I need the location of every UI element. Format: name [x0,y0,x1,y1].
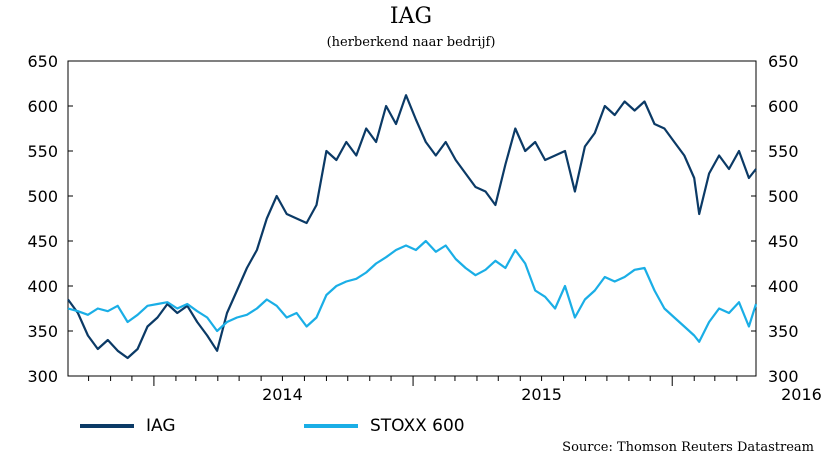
source-note: Source: Thomson Reuters Datastream [562,440,814,455]
series-line-iag [67,94,757,360]
x-tick-label: 2016 [781,385,822,404]
y-tick-label-left: 500 [27,187,58,206]
y-tick-label-left: 300 [27,367,58,386]
legend-swatch-iag [80,424,134,428]
y-tick-label-left: 650 [27,52,58,71]
legend-item-stoxx600: STOXX 600 [304,416,465,436]
legend-swatch-stoxx600 [304,424,358,428]
y-tick-label-right: 500 [768,187,799,206]
y-tick-label-right: 450 [768,232,799,251]
legend-label-iag: IAG [146,416,176,436]
y-tick-label-right: 400 [768,277,799,296]
legend-label-stoxx600: STOXX 600 [370,416,465,436]
x-tick-label: 2014 [262,385,303,404]
chart-title: IAG [389,4,433,29]
y-tick-label-right: 650 [768,52,799,71]
y-tick-label-left: 350 [27,322,58,341]
x-tick-label: 2015 [521,385,562,404]
y-tick-label-right: 550 [768,142,799,161]
y-tick-label-left: 600 [27,97,58,116]
chart-subtitle: (herberkend naar bedrijf) [326,35,496,50]
legend-item-iag: IAG [80,416,176,436]
y-tick-label-right: 300 [768,367,799,386]
y-tick-label-right: 600 [768,97,799,116]
plot-frame [67,60,757,377]
y-tick-label-left: 400 [27,277,58,296]
series-line-stoxx600 [67,239,758,343]
y-tick-label-left: 550 [27,142,58,161]
y-tick-label-left: 450 [27,232,58,251]
y-tick-label-right: 350 [768,322,799,341]
